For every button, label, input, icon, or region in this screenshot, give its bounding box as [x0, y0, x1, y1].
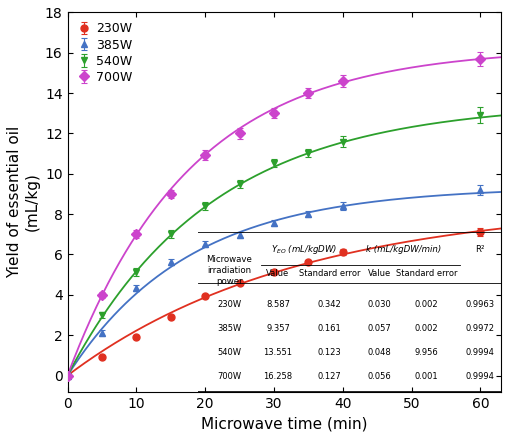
X-axis label: Microwave time (min): Microwave time (min): [201, 416, 367, 431]
Y-axis label: Yield of essential oil
(mL/kg): Yield of essential oil (mL/kg): [7, 126, 39, 278]
Legend: 230W, 385W, 540W, 700W: 230W, 385W, 540W, 700W: [74, 19, 136, 88]
